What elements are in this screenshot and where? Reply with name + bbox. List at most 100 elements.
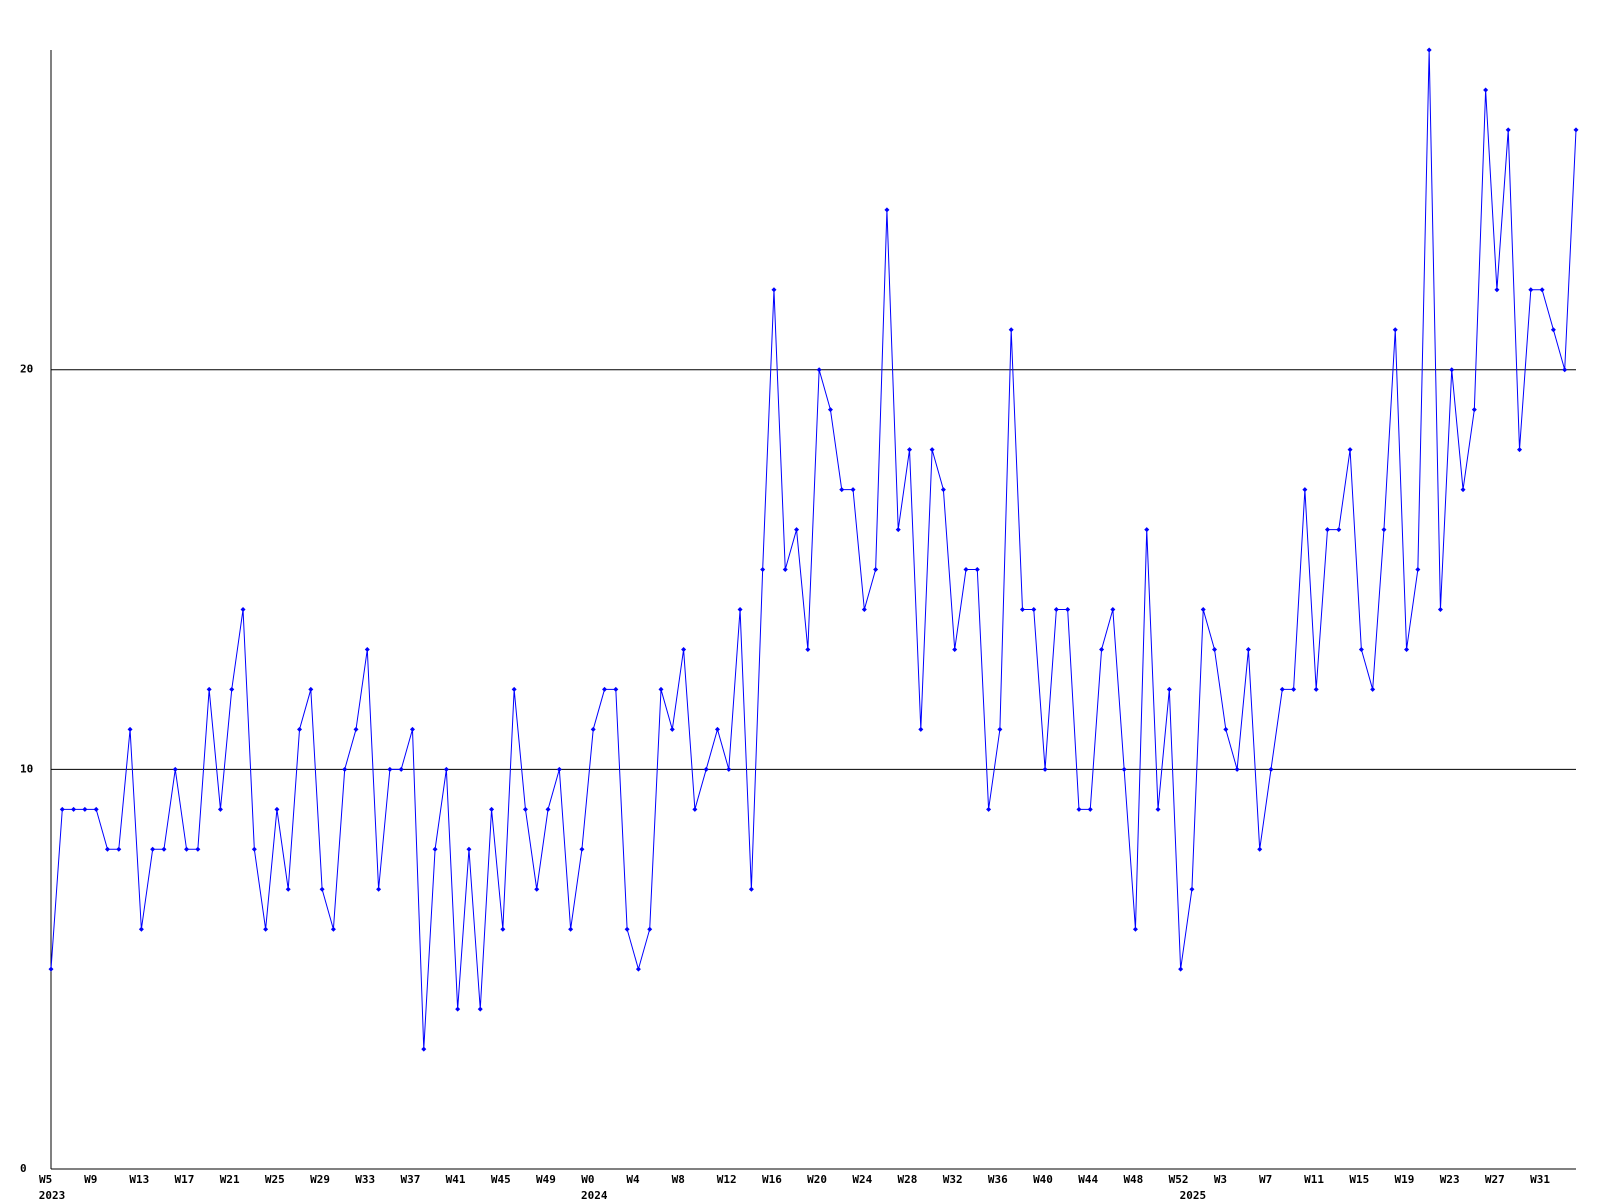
x-tick-label: W13 [129, 1173, 149, 1186]
x-tick-label: W32 [943, 1173, 963, 1186]
data-point [127, 726, 133, 732]
data-point [726, 766, 732, 772]
data-point [816, 367, 822, 373]
data-point [556, 766, 562, 772]
x-tick-label: W24 [852, 1173, 872, 1186]
x-tick-label: W33 [355, 1173, 375, 1186]
data-point [839, 487, 845, 493]
data-point [161, 846, 167, 852]
data-point [421, 1046, 427, 1052]
x-tick-label: W23 [1440, 1173, 1460, 1186]
data-point [1471, 407, 1477, 413]
x-tick-label: W9 [84, 1173, 97, 1186]
x-tick-label: W31 [1530, 1173, 1550, 1186]
data-point [1347, 447, 1353, 453]
data-point [534, 886, 540, 892]
data-point [1200, 607, 1206, 612]
data-point [432, 846, 438, 852]
data-point [771, 287, 777, 293]
data-point [1155, 806, 1161, 812]
x-tick-label: W29 [310, 1173, 330, 1186]
data-point [1449, 367, 1455, 373]
x-tick-label: W15 [1349, 1173, 1369, 1186]
data-point [1404, 646, 1410, 652]
data-point [1110, 607, 1116, 612]
data-point [1336, 527, 1342, 533]
data-point [251, 846, 257, 852]
x-tick-label: W44 [1078, 1173, 1098, 1186]
x-year-label: 2024 [581, 1189, 608, 1200]
data-point [217, 806, 223, 812]
data-point [1189, 886, 1195, 892]
x-tick-label: W45 [491, 1173, 511, 1186]
data-point [82, 806, 88, 812]
x-tick-label: W8 [672, 1173, 685, 1186]
data-point [918, 726, 924, 732]
data-point [1031, 607, 1037, 612]
data-point [150, 846, 156, 852]
x-tick-label: W19 [1395, 1173, 1415, 1186]
data-point [195, 846, 201, 852]
data-point [1415, 567, 1421, 573]
data-point [1234, 766, 1240, 772]
data-point [455, 1006, 461, 1012]
data-point [308, 686, 314, 692]
data-point [952, 646, 958, 652]
data-point [884, 207, 890, 213]
data-point [545, 806, 551, 812]
data-point [104, 846, 110, 852]
data-point [285, 886, 291, 892]
x-tick-label: W40 [1033, 1173, 1053, 1186]
data-point [398, 766, 404, 772]
x-tick-label: W49 [536, 1173, 556, 1186]
x-year-label: 2023 [39, 1189, 66, 1200]
x-tick-label: W3 [1214, 1173, 1227, 1186]
data-point [184, 846, 190, 852]
x-tick-label: W36 [988, 1173, 1008, 1186]
data-point [974, 567, 980, 573]
data-point [1370, 686, 1376, 692]
y-tick-label: 0 [20, 1162, 27, 1175]
data-point [1358, 646, 1364, 652]
data-line [50, 49, 1577, 1050]
data-point [760, 567, 766, 573]
x-tick-label: W4 [626, 1173, 640, 1186]
x-tick-label: W0 [581, 1173, 594, 1186]
x-tick-label: W52 [1169, 1173, 1189, 1186]
data-point [206, 686, 212, 692]
data-point [477, 1006, 483, 1012]
data-point [409, 726, 415, 732]
data-point [1008, 327, 1014, 333]
data-point [1573, 127, 1579, 133]
data-point [1132, 926, 1138, 932]
data-point [330, 926, 336, 932]
data-point [1042, 766, 1048, 772]
data-point [782, 567, 788, 573]
data-point [511, 686, 517, 692]
x-tick-label: W11 [1304, 1173, 1324, 1186]
data-point [364, 646, 370, 652]
data-point [489, 806, 495, 812]
data-point [1483, 87, 1489, 93]
x-tick-label: W16 [762, 1173, 782, 1186]
data-point [602, 686, 608, 692]
x-tick-label: W28 [898, 1173, 918, 1186]
data-point [116, 846, 122, 852]
data-point [1268, 766, 1274, 772]
data-point [963, 567, 969, 573]
data-point [1053, 607, 1059, 612]
data-point [794, 527, 800, 533]
data-point [929, 447, 935, 453]
data-point [263, 926, 269, 932]
data-point [48, 966, 54, 972]
x-tick-label: W17 [175, 1173, 195, 1186]
data-point [1099, 646, 1105, 652]
data-point [342, 766, 348, 772]
data-point [376, 886, 382, 892]
data-point [669, 726, 675, 732]
data-point [624, 926, 630, 932]
data-point [1121, 766, 1127, 772]
x-tick-label: W37 [400, 1173, 420, 1186]
data-point [1324, 527, 1330, 533]
